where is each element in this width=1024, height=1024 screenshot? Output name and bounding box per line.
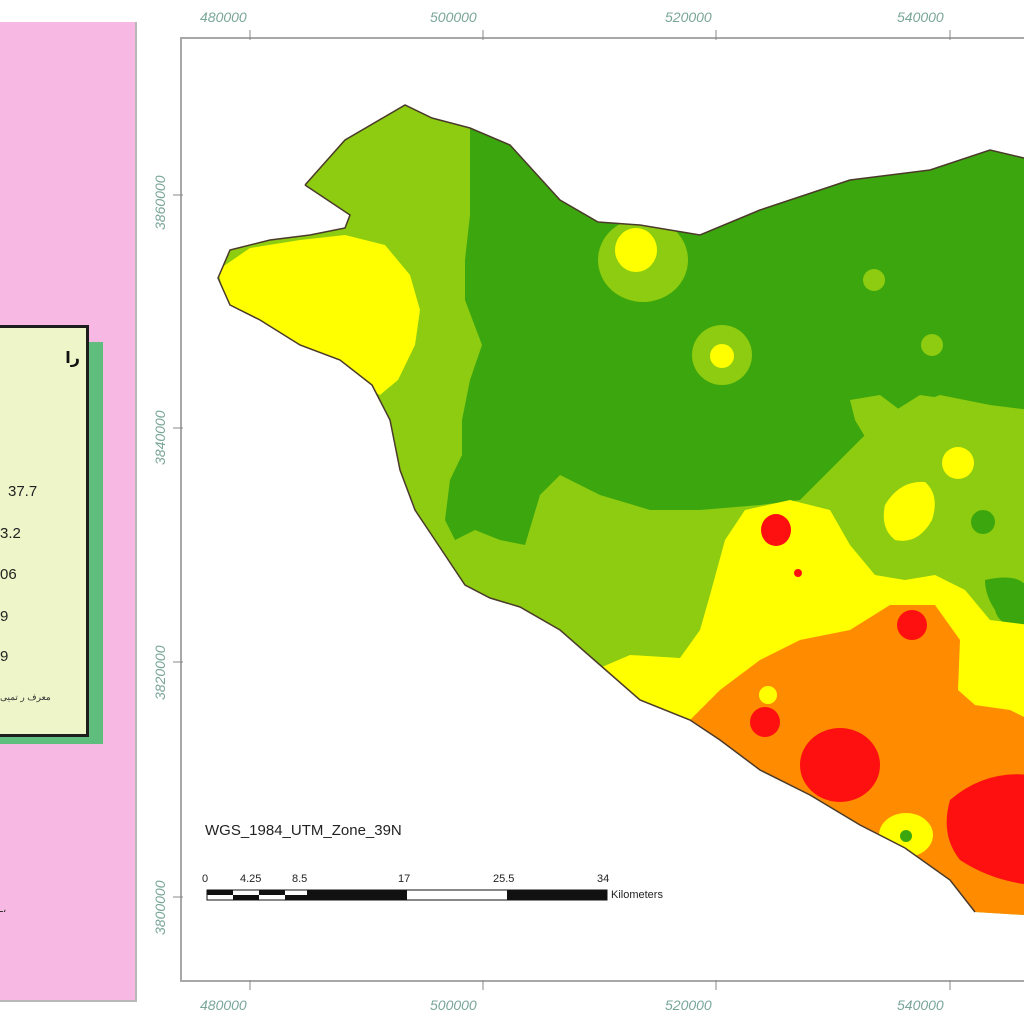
panel-glyph: ـ،: [0, 904, 7, 915]
scale-tick-2: 8.5: [292, 873, 307, 885]
y-coord-3: 3820000: [152, 645, 168, 700]
scale-tick-4: 25.5: [493, 873, 514, 885]
legend-value-2: 3.2: [0, 525, 21, 542]
x-coord-top-4: 540000: [897, 9, 944, 25]
x-coord-top-1: 480000: [200, 9, 247, 25]
legend-value-1: 37.7: [8, 483, 38, 500]
y-coord-4: 3800000: [152, 880, 168, 935]
y-coord-2: 3840000: [152, 410, 168, 465]
y-coord-1: 3860000: [152, 175, 168, 230]
scale-tick-3: 17: [398, 873, 410, 885]
legend-note: معرف ر تمیی: [0, 692, 51, 702]
projection-label: WGS_1984_UTM_Zone_39N: [205, 822, 402, 839]
x-coord-top-3: 520000: [665, 9, 712, 25]
legend: را 37.7 3.2 06 9 9 معرف ر تمیی: [0, 325, 89, 737]
x-coord-bottom-2: 500000: [430, 997, 477, 1013]
legend-value-3: 06: [0, 566, 17, 583]
scale-unit: Kilometers: [611, 889, 663, 901]
scale-tick-1: 4.25: [240, 873, 261, 885]
interpolated-surface: [218, 105, 1024, 915]
x-coord-top-2: 500000: [430, 9, 477, 25]
scale-tick-5: 34: [597, 873, 609, 885]
x-coord-bottom-4: 540000: [897, 997, 944, 1013]
frame-ticks: [173, 30, 951, 990]
scale-tick-0: 0: [202, 873, 208, 885]
x-coord-bottom-3: 520000: [665, 997, 712, 1013]
legend-value-5: 9: [0, 648, 9, 665]
legend-title: را: [65, 348, 80, 367]
x-coord-bottom-1: 480000: [200, 997, 247, 1013]
legend-value-4: 9: [0, 608, 9, 625]
scale-bar: 0 4.25 8.5 17 25.5 34 Kilometers: [202, 873, 663, 901]
